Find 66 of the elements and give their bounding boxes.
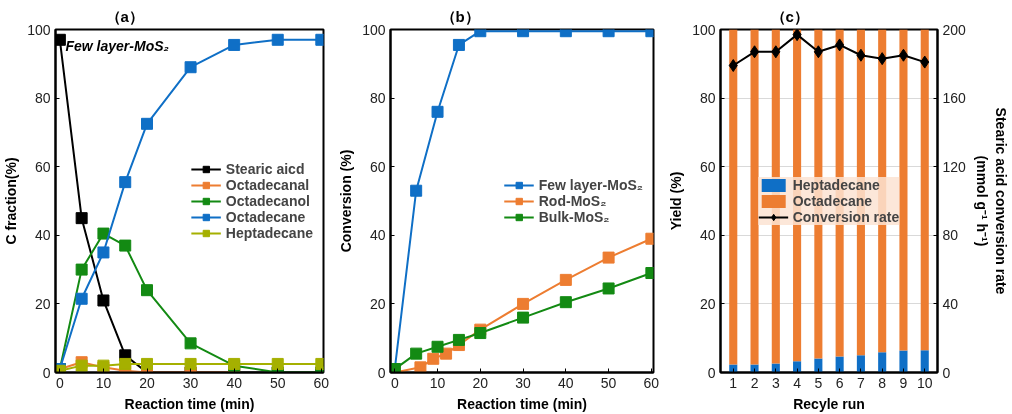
annotation: Few layer-MoS₂ (65, 37, 169, 54)
y2-tick-label: 40 (942, 295, 959, 312)
y2-tick-label: 160 (942, 90, 967, 107)
x-tick-label: 10 (95, 374, 112, 391)
legend-label: Octadecanal (225, 176, 310, 193)
x-tick-label: 20 (472, 374, 489, 391)
x-tick-label: 5 (814, 374, 823, 391)
y2-tick-label: 80 (942, 227, 959, 244)
x-axis-title: Reaction time (min) (124, 395, 255, 412)
x-tick-label: 40 (226, 374, 243, 391)
chart-title: （c） (770, 7, 809, 25)
y-tick-label: 20 (369, 295, 386, 312)
y2-axis-title: Stearic acid conversion rate (mmol g⁻¹ h⁻¹) (973, 107, 1010, 295)
x-tick-label: 6 (835, 374, 844, 391)
y-tick-label: 100 (362, 21, 386, 38)
legend-label: Octadecane (225, 208, 306, 225)
x-tick-label: 1 (729, 374, 738, 391)
y-tick-label: 80 (34, 90, 51, 107)
legend-label: Bulk-MoS₂ (538, 208, 610, 225)
x-axis-title: Recyle run (793, 395, 865, 412)
x-tick-label: 3 (771, 374, 780, 391)
x-tick-label: 9 (899, 374, 908, 391)
y-tick-label: 60 (34, 158, 51, 175)
y-tick-label: 40 (699, 227, 716, 244)
legend-label: Stearic aicd (225, 160, 305, 177)
y-axis-title: C fraction(%) (3, 157, 20, 245)
x-tick-label: 30 (182, 374, 199, 391)
legend-label: Octadecane (792, 192, 873, 209)
x-tick-label: 2 (750, 374, 759, 391)
x-tick-label: 60 (643, 374, 660, 391)
legend-label: Heptadecane (792, 176, 880, 193)
legend-label: Heptadecane (225, 224, 313, 241)
y-axis-title: Yield (%) (668, 171, 685, 231)
x-tick-label: 7 (857, 374, 866, 391)
x-tick-label: 30 (515, 374, 532, 391)
x-tick-label: 0 (55, 374, 64, 391)
x-tick-label: 10 (916, 374, 933, 391)
y-tick-label: 40 (369, 227, 386, 244)
legend-label: Few layer-MoS₂ (538, 176, 643, 193)
y-tick-label: 20 (34, 295, 51, 312)
x-tick-label: 40 (558, 374, 574, 391)
legend-label: Conversion rate (792, 208, 900, 225)
y-tick-label: 20 (699, 295, 716, 312)
x-tick-label: 20 (139, 374, 156, 391)
x-axis-title: Reaction time (min) (457, 395, 587, 412)
y-tick-label: 40 (34, 227, 51, 244)
y-tick-label: 80 (699, 90, 716, 107)
x-tick-label: 60 (313, 374, 330, 391)
x-tick-label: 10 (429, 374, 446, 391)
chart-title: （b） (440, 7, 480, 25)
chart-title: （a） (105, 7, 144, 25)
y-axis-title: Conversion (%) (338, 149, 355, 253)
y-tick-label: 60 (699, 158, 716, 175)
y2-tick-label: 120 (942, 158, 967, 175)
x-tick-label: 4 (793, 374, 802, 391)
y-tick-label: 100 (692, 21, 716, 38)
y-tick-label: 60 (369, 158, 386, 175)
y-tick-label: 100 (27, 21, 51, 38)
x-tick-label: 8 (878, 374, 887, 391)
y2-tick-label: 200 (942, 21, 967, 38)
x-tick-label: 50 (600, 374, 617, 391)
x-tick-label: 50 (269, 374, 286, 391)
y-tick-label: 80 (369, 90, 386, 107)
legend-label: Octadecanol (225, 192, 310, 209)
legend-label: Rod-MoS₂ (538, 192, 607, 209)
x-tick-label: 0 (390, 374, 399, 391)
